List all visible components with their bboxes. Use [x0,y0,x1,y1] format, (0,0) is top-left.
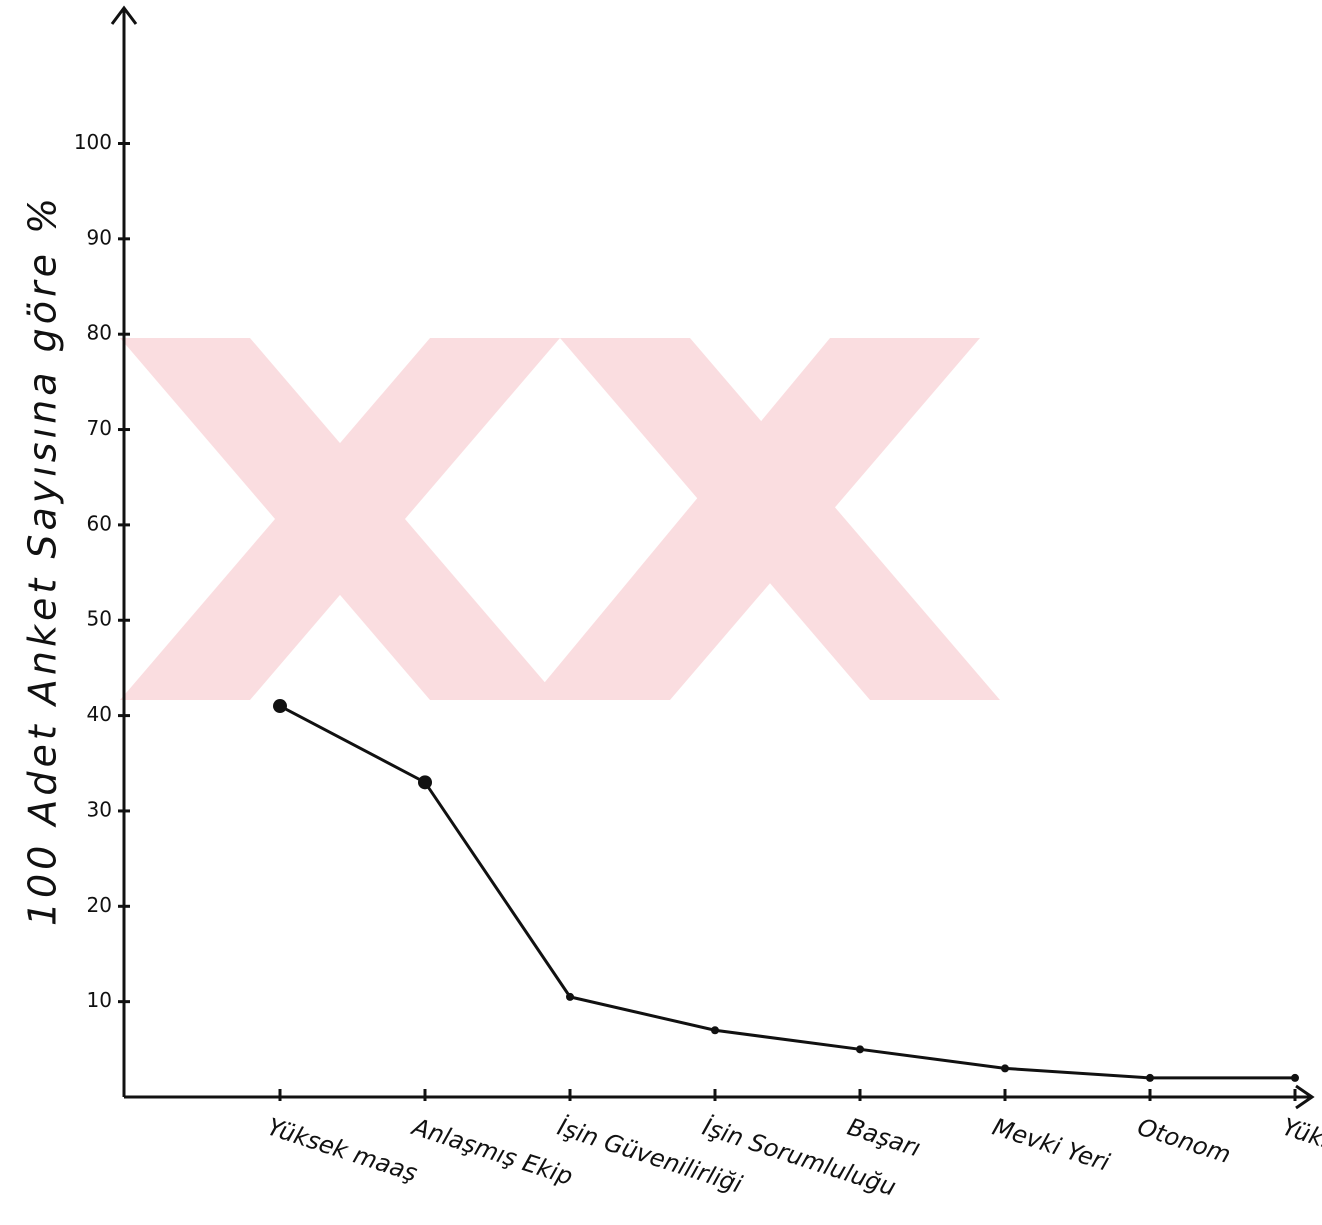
y-tick-label: 50 [87,607,112,631]
x-tick-label: Anlaşmış Ekip [407,1112,576,1191]
x-tick-label: Mevki Yeri [989,1113,1113,1177]
y-tick-label: 80 [87,321,112,345]
watermark [120,338,1000,700]
data-point [1146,1073,1154,1082]
data-point [856,1045,864,1054]
y-tick-label: 10 [87,988,112,1012]
data-line [279,704,1295,1080]
y-axis-label: 100 Adet Anket Sayısına göre % [21,194,65,926]
y-axis-arrow [110,5,138,25]
data-point [566,992,574,1001]
x-tick-label: Yükselme [1279,1113,1322,1175]
x-tick-label: Yüksek maaş [264,1113,421,1188]
y-tick-label: 100 [74,130,112,154]
y-tick-label: 70 [87,416,112,440]
data-point [711,1026,719,1035]
x-axis-arrow [1295,1084,1315,1110]
data-point [273,699,287,714]
y-tick-label: 30 [87,797,112,821]
y-tick-label: 20 [87,893,112,917]
y-tick-label: 60 [87,511,112,535]
y-tick-label: 40 [87,702,112,726]
data-point [1001,1064,1009,1073]
data-point [1291,1073,1299,1082]
data-point [418,775,432,790]
y-tick-label: 90 [87,225,112,249]
x-tick-label: Otonom [1134,1113,1234,1169]
x-tick-label: Başarı [844,1113,924,1163]
